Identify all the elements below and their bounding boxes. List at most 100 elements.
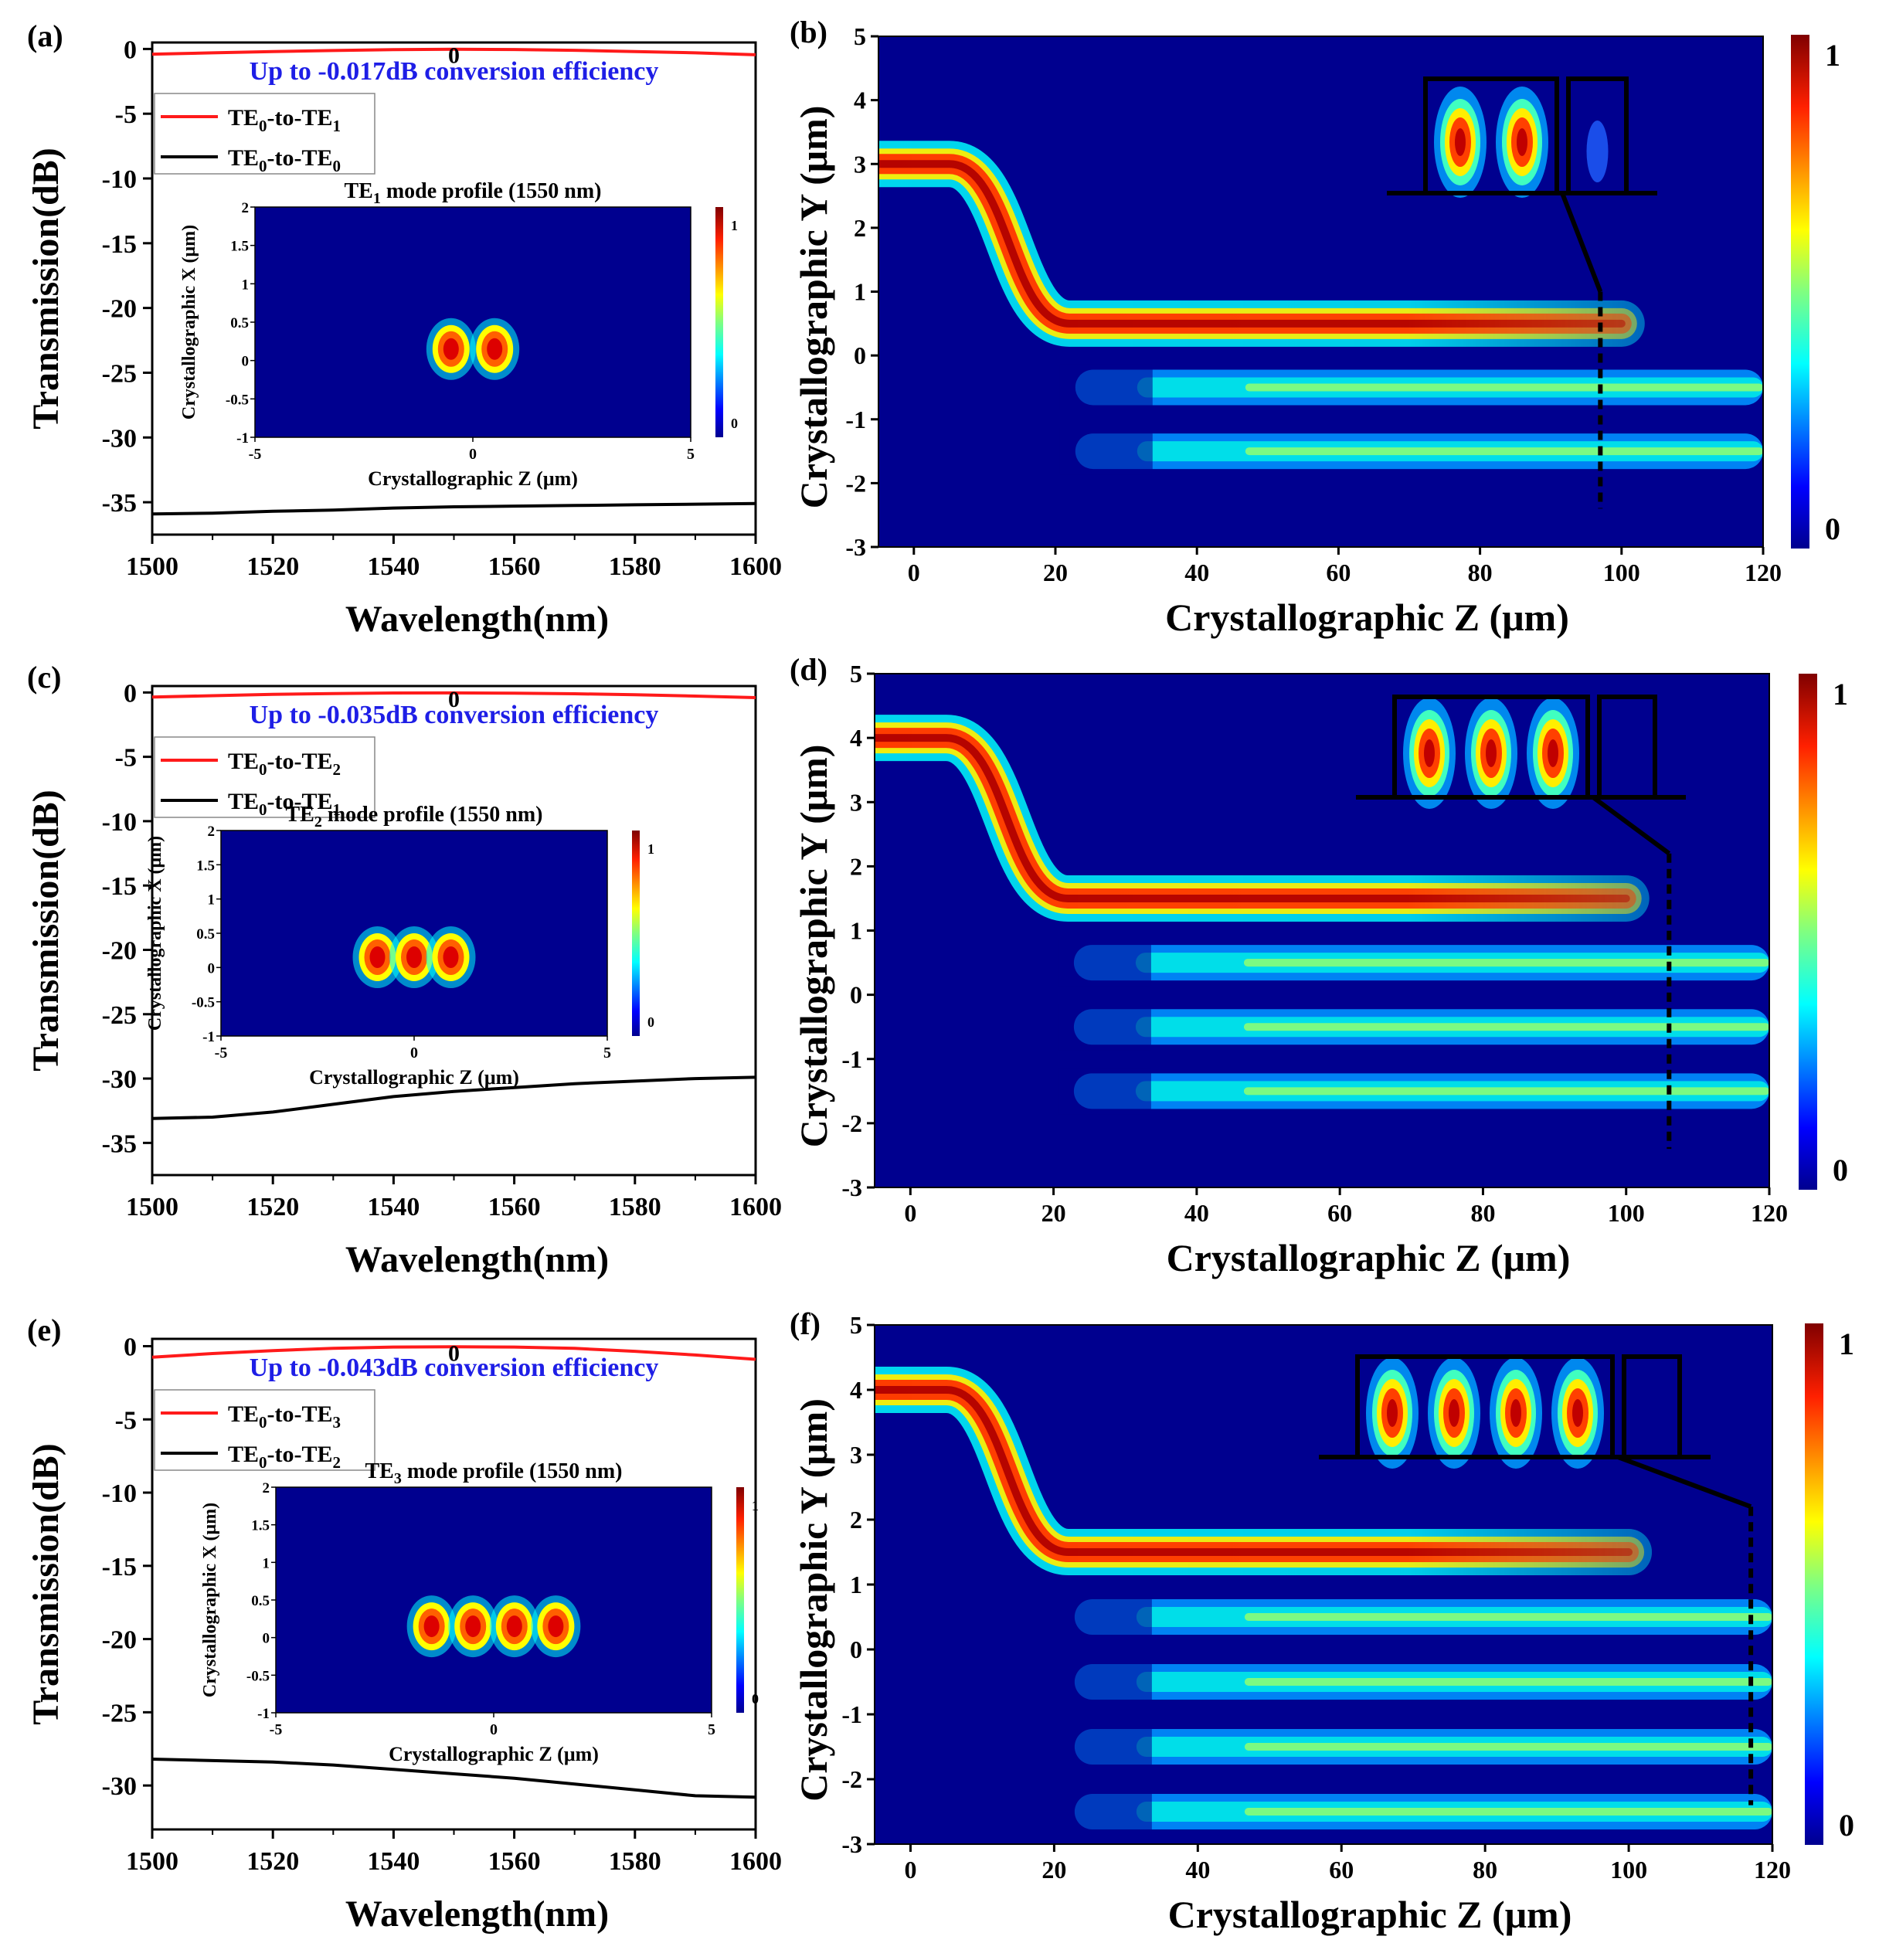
y-axis-label: Transmission(dB) xyxy=(25,148,66,430)
inset-y-tick-label: 0 xyxy=(242,354,250,370)
y-tick-label: -20 xyxy=(102,295,137,324)
lobe-peak xyxy=(506,1615,522,1638)
x-tick-label: 80 xyxy=(1473,1856,1497,1884)
x-tick-label: 120 xyxy=(1745,559,1782,586)
inset-mode-profile: -5 0 5 2 1.5 1 0.5 0 -0.5 -1 TE3 mode profile (155… xyxy=(200,1459,759,1765)
y-axis-label: Crystallographic Y (μm) xyxy=(792,106,835,509)
output-lobe-core xyxy=(1245,447,1763,456)
x-tick-label: 60 xyxy=(1326,559,1351,586)
inset-y-tick-label: -0.5 xyxy=(192,995,215,1011)
mode-lobe-peak xyxy=(1449,1399,1459,1427)
legend-label-part: 0 xyxy=(259,1453,267,1472)
inset-x-tick-label: 0 xyxy=(469,446,477,463)
inset-y-tick-label: -1 xyxy=(202,1029,215,1045)
legend-label: TE0-to-TE2 xyxy=(228,749,341,779)
inset-colorbar-max: 1 xyxy=(731,218,738,233)
output-lobe-core xyxy=(1244,1678,1772,1686)
inset-x-tick-label: 5 xyxy=(687,446,695,463)
legend-label-part: TE xyxy=(228,749,259,774)
legend-box xyxy=(154,93,375,175)
x-tick-label: 1560 xyxy=(488,552,541,581)
y-tick-label: 2 xyxy=(850,852,862,880)
x-tick-label: 80 xyxy=(1468,559,1493,586)
y-tick-label: -5 xyxy=(115,1406,137,1435)
x-tick-label: 1600 xyxy=(729,1193,782,1221)
legend-label-part: 0 xyxy=(259,760,267,779)
legend-label-part: 3 xyxy=(333,1413,341,1432)
mode-lobe xyxy=(1403,698,1456,809)
legend-label-part: 0 xyxy=(259,800,267,819)
inset-leader-line xyxy=(1592,795,1671,856)
legend-box xyxy=(154,1389,375,1471)
y-tick-label: 2 xyxy=(854,214,866,242)
panel-label: (c) xyxy=(27,660,61,695)
inset-lobe xyxy=(470,318,520,380)
inset-y-tick-label: 2 xyxy=(242,200,250,216)
y-tick-label: 3 xyxy=(854,150,866,178)
legend-label-part: 1 xyxy=(333,117,341,135)
y-tick-label: 2 xyxy=(850,1506,862,1534)
peak-marker: 0 xyxy=(448,687,460,712)
inset-colorbar-min: 0 xyxy=(752,1691,759,1707)
x-tick-label: 60 xyxy=(1327,1199,1352,1227)
legend-label-part: 0 xyxy=(259,157,267,175)
peak-marker: 0 xyxy=(448,1340,460,1366)
x-axis-label: Crystallographic Z (μm) xyxy=(1168,1893,1572,1936)
inset-y-tick-label: -1 xyxy=(236,430,249,447)
y-tick-label: -10 xyxy=(102,1479,137,1508)
inset-title-part: mode profile (1550 nm) xyxy=(322,803,543,827)
y-tick-label: 0 xyxy=(850,981,862,1009)
peak-marker: 0 xyxy=(448,43,460,69)
y-tick-label: 1 xyxy=(850,1571,862,1598)
mode-inset xyxy=(1319,1354,1752,1510)
legend-label: TE0-to-TE1 xyxy=(228,105,341,135)
inset-title-part: 1 xyxy=(373,190,381,207)
colorbar-min-label: 0 xyxy=(1833,1153,1848,1187)
inset-y-tick-label: 0.5 xyxy=(251,1593,270,1609)
y-tick-label: 4 xyxy=(850,724,862,752)
lobe-peak xyxy=(443,946,459,969)
inset-colorbar-max: 1 xyxy=(647,841,654,857)
x-tick-label: 60 xyxy=(1329,1856,1354,1884)
series-line-1 xyxy=(151,501,756,516)
mode-lobe-peak xyxy=(1517,128,1527,156)
legend-label-part: 0 xyxy=(333,157,341,175)
y-tick-label: 4 xyxy=(850,1376,862,1404)
y-tick-label: 0 xyxy=(124,1333,137,1361)
input-waveguide-field xyxy=(855,141,1645,347)
y-tick-label: -3 xyxy=(841,1174,862,1201)
x-tick-label: 0 xyxy=(904,1199,916,1227)
x-tick-label: 80 xyxy=(1470,1199,1495,1227)
colorbar-min-label: 0 xyxy=(1825,511,1840,546)
output-lobe-fade xyxy=(1059,428,1153,475)
x-tick-label: 1500 xyxy=(126,552,178,581)
heatmap-panel-1: (b) 0 20 40 60 80 100 120 5 4 3 2 1 0 -1 -2 -3 Crystallog… xyxy=(790,15,1840,639)
y-tick-label: -20 xyxy=(102,1626,137,1655)
inset-title-part: mode profile (1550 nm) xyxy=(381,179,602,203)
x-tick-label: 20 xyxy=(1041,1199,1066,1227)
x-axis-label: Wavelength(nm) xyxy=(345,599,609,640)
y-tick-label: -15 xyxy=(102,1553,137,1581)
inset-colorbar-max: 1 xyxy=(752,1498,759,1513)
legend-label-part: -to-TE xyxy=(267,789,333,814)
series-line-1 xyxy=(151,1758,756,1799)
inset-field-background xyxy=(255,207,691,437)
output-lobe xyxy=(1059,428,1763,475)
legend-label-part: 2 xyxy=(333,1453,341,1472)
x-tick-label: 1540 xyxy=(367,1193,420,1221)
output-lobe xyxy=(1058,1659,1772,1705)
y-tick-label: -35 xyxy=(102,489,137,518)
legend-label-part: -to-TE xyxy=(267,105,333,131)
y-tick-label: -1 xyxy=(841,1700,862,1728)
mode-lobe-peak xyxy=(1424,739,1435,767)
heatmap-panel-3: (f)0 20 40 60 80 100 120543210-1-2-3Crystallog… xyxy=(790,1306,1854,1936)
inset-title-part: 2 xyxy=(314,814,322,831)
mode-lobe xyxy=(1490,1357,1542,1469)
inset-x-tick-label: 5 xyxy=(708,1721,715,1738)
waveguide-peak xyxy=(875,160,1626,328)
output-lobe-fade xyxy=(1058,1004,1151,1051)
legend-label: TE0-to-TE1 xyxy=(228,789,341,819)
y-tick-label: 4 xyxy=(854,87,866,114)
